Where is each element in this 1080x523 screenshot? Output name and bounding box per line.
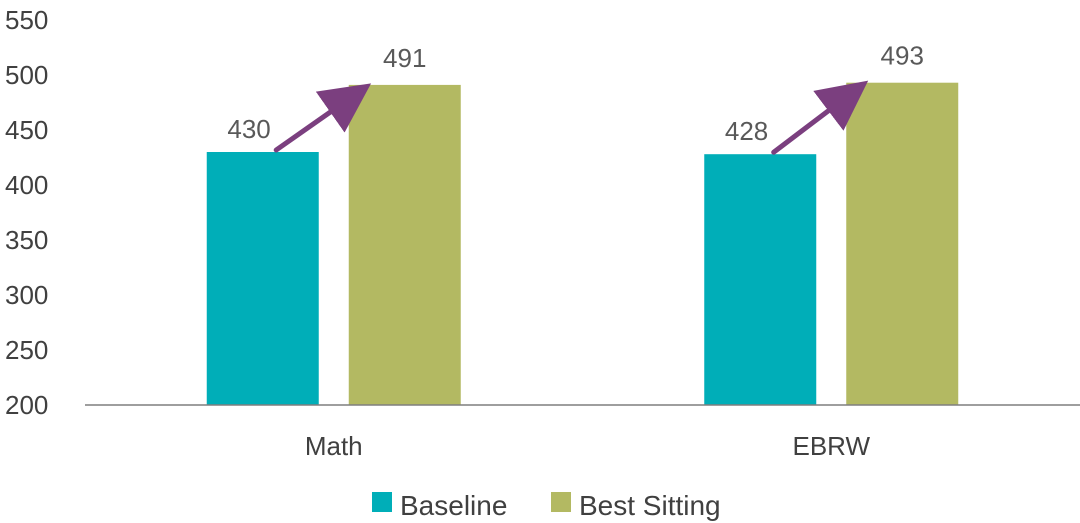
bars <box>206 82 959 406</box>
data-label: 493 <box>881 41 924 71</box>
bar-best-sitting-ebrw <box>846 82 959 405</box>
data-label: 428 <box>725 116 768 146</box>
legend-swatch-best-sitting <box>551 492 571 512</box>
data-label: 430 <box>227 114 270 144</box>
category-label: Math <box>305 431 363 461</box>
legend-label-best-sitting: Best Sitting <box>579 490 721 521</box>
bar-baseline-ebrw <box>704 154 817 405</box>
category-label: EBRW <box>792 431 870 461</box>
y-tick-label: 300 <box>5 280 48 310</box>
y-tick-label: 550 <box>5 5 48 35</box>
arrows <box>273 80 869 155</box>
y-tick-label: 450 <box>5 115 48 145</box>
increase-arrow-math <box>273 83 372 153</box>
y-tick-label: 500 <box>5 60 48 90</box>
y-tick-label: 250 <box>5 335 48 365</box>
increase-arrow-ebrw <box>771 80 869 155</box>
y-tick-label: 350 <box>5 225 48 255</box>
data-label: 491 <box>383 43 426 73</box>
legend-swatch-baseline <box>372 492 392 512</box>
legend-label-baseline: Baseline <box>400 490 507 521</box>
data-labels: 430 491 428 493 <box>227 41 924 147</box>
legend: Baseline Best Sitting <box>372 490 721 521</box>
y-axis-tick-labels: 200 250 300 350 400 450 500 550 <box>5 5 48 420</box>
bar-baseline-math <box>206 152 319 405</box>
x-axis-category-labels: Math EBRW <box>305 431 871 461</box>
y-tick-label: 400 <box>5 170 48 200</box>
bar-best-sitting-math <box>348 84 461 406</box>
y-tick-label: 200 <box>5 390 48 420</box>
